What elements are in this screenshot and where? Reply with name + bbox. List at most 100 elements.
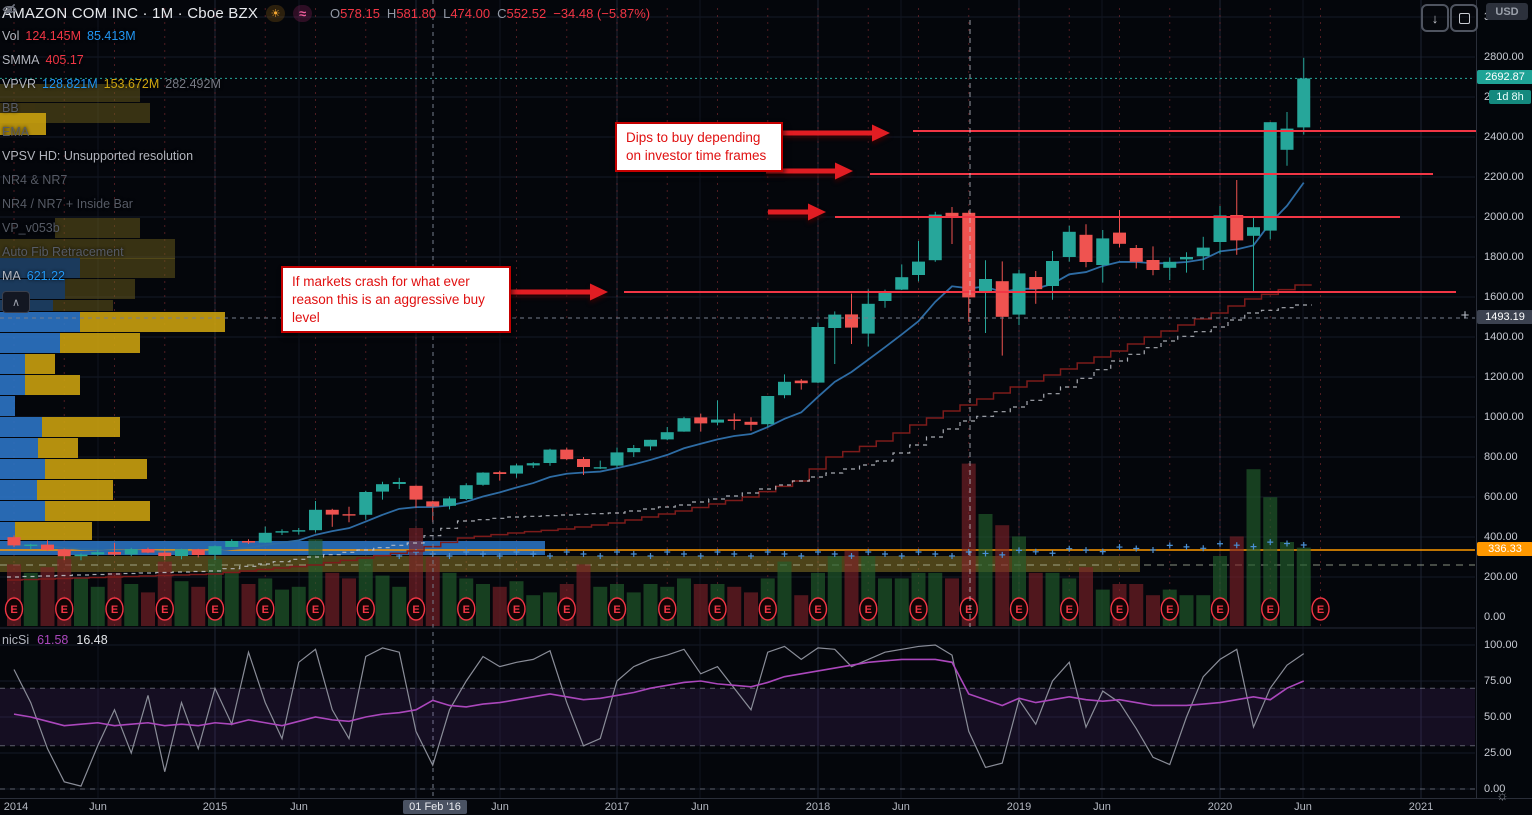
symbol-title-row[interactable]: AMAZON COM INC · 1M · Cboe BZX ☀ ≈ O578.… [2,2,650,24]
candle[interactable] [275,529,289,535]
candle[interactable] [1029,271,1043,304]
candle[interactable] [1079,224,1093,268]
candle[interactable] [74,553,88,561]
candle[interactable] [1062,225,1076,262]
legend-row-nr4-nr7[interactable]: NR4 & NR7 [2,4,650,192]
earnings-marker[interactable]: E [55,597,74,621]
candle[interactable] [711,400,724,426]
candle[interactable] [91,549,105,556]
price-axis[interactable]: 0.00 200.00 400.00 600.00 800.00 1000.00 1200.… [1476,0,1532,798]
candle[interactable] [376,481,389,500]
legend-row-vpsv-hd-unsupported-resolution[interactable]: VPSV HD: Unsupported resolution [2,144,650,168]
candle[interactable] [962,210,976,322]
candle[interactable] [309,501,322,533]
candle[interactable] [1263,122,1277,240]
add-alert-plus-icon[interactable]: + [1460,307,1470,324]
annotation-arrow[interactable] [496,283,608,301]
candle[interactable] [845,293,858,344]
candle[interactable] [225,539,239,547]
candle[interactable] [744,417,758,431]
legend-row-bb[interactable]: BB [2,4,650,120]
candle[interactable] [409,485,423,508]
candle[interactable] [1247,217,1260,292]
candle[interactable] [57,548,71,561]
candle[interactable] [493,470,507,481]
candle[interactable] [41,540,54,551]
candle[interactable] [1196,236,1210,270]
earnings-marker[interactable]: E [1160,597,1179,621]
candle[interactable] [761,396,775,427]
delayed-data-icon[interactable]: ≈ [293,4,313,22]
earnings-marker[interactable]: E [1311,597,1330,621]
candle[interactable] [24,543,38,550]
annotation-arrow[interactable] [766,124,890,142]
candle[interactable] [627,445,641,457]
legend-row-ema[interactable]: EMA [2,4,650,144]
candle[interactable] [1180,252,1193,273]
earnings-marker[interactable]: E [1009,597,1029,621]
candle[interactable] [979,260,992,333]
market-status-icon[interactable]: ☀ [266,4,286,22]
candle[interactable] [208,545,222,560]
oscillator-legend-row[interactable]: nicSi 61.58 16.48 [2,633,108,647]
candle[interactable] [258,526,272,543]
candle[interactable] [1146,246,1160,276]
earnings-marker[interactable]: E [1261,597,1280,621]
candle[interactable] [811,322,825,383]
annotation-note-crash[interactable]: If markets crash for what ever reason th… [281,266,511,334]
legend-row-ma[interactable]: MA 621.22 [2,264,650,288]
earnings-marker[interactable]: E [205,597,225,621]
candle[interactable] [1163,257,1177,280]
candle[interactable] [945,207,959,244]
candle[interactable] [560,447,574,461]
candle[interactable] [443,496,456,510]
candle[interactable] [426,500,440,523]
candle[interactable] [1096,230,1110,283]
candle[interactable] [1280,112,1294,166]
candle[interactable] [912,241,925,282]
candle[interactable] [778,374,791,399]
candle[interactable] [995,261,1009,356]
legend-row-smma[interactable]: SMMA 405.17 [2,48,650,72]
earnings-marker[interactable]: E [557,597,576,621]
candle[interactable] [577,457,590,475]
earnings-marker[interactable]: E [306,597,325,621]
fullscreen-button[interactable] [1450,4,1478,32]
candle[interactable] [660,427,674,441]
earnings-marker[interactable]: E [356,597,375,621]
earnings-marker[interactable]: E [1110,597,1129,621]
candle[interactable] [543,448,557,466]
candle[interactable] [242,539,255,544]
time-axis[interactable]: 2014 Jun 2015 Jun Jun 2017 Jun 2018 Jun 2019 Jun 20… [0,798,1532,815]
earnings-marker[interactable]: E [507,597,526,621]
candle[interactable] [292,528,306,535]
earnings-marker[interactable]: E [155,597,174,621]
earnings-marker[interactable]: E [256,597,275,621]
candle[interactable] [476,472,490,486]
candle[interactable] [175,548,188,560]
legend-row-nr4-nr7-inside-bar[interactable]: NR4 / NR7 + Inside Bar [2,4,650,216]
candle[interactable] [677,416,691,432]
candle[interactable] [124,547,138,557]
candle[interactable] [510,463,523,478]
earnings-marker[interactable]: E [808,597,828,621]
candle[interactable] [459,483,473,500]
legend-row-auto-fib-retracement[interactable]: Auto Fib Retracement [2,4,650,264]
collapse-legend-button[interactable]: ∧ [2,291,30,313]
earnings-marker[interactable]: E [708,597,727,621]
earnings-marker[interactable]: E [607,597,627,621]
candle[interactable] [1297,57,1311,135]
earnings-marker[interactable]: E [959,597,978,621]
candle[interactable] [7,535,21,547]
candle[interactable] [727,413,741,430]
candle[interactable] [108,542,121,556]
earnings-marker[interactable]: E [658,597,677,621]
candle[interactable] [828,311,842,364]
candle[interactable] [191,548,205,558]
legend-row-vpvr[interactable]: VPVR 128.821M 153.672M 282.492M [2,72,650,96]
candle[interactable] [1012,269,1026,325]
candle[interactable] [644,439,657,451]
legend-row-vol[interactable]: Vol 124.145M 85.413M [2,24,650,48]
annotation-note-dips[interactable]: Dips to buy depending on investor time f… [615,122,783,172]
